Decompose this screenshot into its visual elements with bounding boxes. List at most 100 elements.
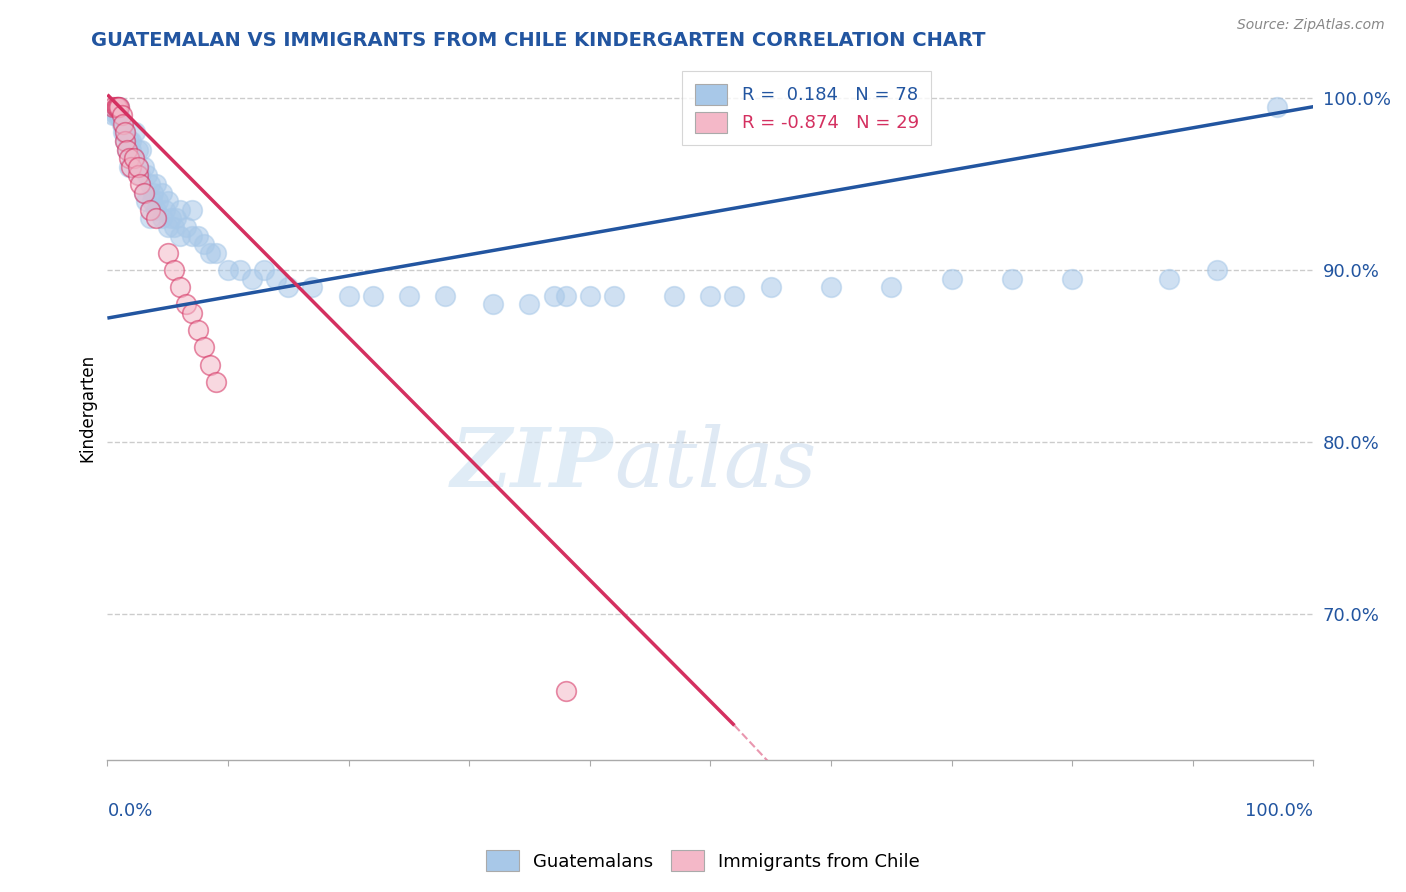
Point: [118, 151, 141, 165]
Point: [145, 177, 167, 191]
Text: 0.0%: 0.0%: [107, 802, 153, 820]
Point: [138, 211, 160, 226]
Point: [114, 126, 136, 140]
Point: [169, 228, 191, 243]
Point: [114, 126, 136, 140]
Point: [135, 194, 157, 209]
Point: [105, 100, 128, 114]
Point: [142, 186, 165, 200]
Point: [156, 245, 179, 260]
Point: [127, 143, 149, 157]
Point: [104, 108, 127, 122]
Point: [820, 280, 842, 294]
Point: [121, 160, 143, 174]
Point: [107, 100, 129, 114]
Point: [699, 289, 721, 303]
Point: [127, 160, 149, 174]
Point: [165, 211, 187, 226]
Point: [723, 289, 745, 303]
Point: [114, 134, 136, 148]
Point: [129, 177, 152, 191]
Point: [156, 194, 179, 209]
Point: [253, 263, 276, 277]
Point: [603, 289, 626, 303]
Point: [169, 280, 191, 294]
Point: [118, 134, 141, 148]
Point: [163, 263, 186, 277]
Point: [150, 211, 173, 226]
Point: [112, 126, 135, 140]
Point: [554, 684, 576, 698]
Point: [198, 245, 221, 260]
Point: [111, 108, 134, 122]
Point: [217, 263, 239, 277]
Point: [301, 280, 323, 294]
Point: [103, 108, 125, 122]
Point: [1205, 263, 1227, 277]
Legend: Guatemalans, Immigrants from Chile: Guatemalans, Immigrants from Chile: [479, 843, 927, 879]
Point: [337, 289, 360, 303]
Point: [662, 289, 685, 303]
Point: [127, 169, 149, 183]
Point: [156, 219, 179, 234]
Text: GUATEMALAN VS IMMIGRANTS FROM CHILE KINDERGARTEN CORRELATION CHART: GUATEMALAN VS IMMIGRANTS FROM CHILE KIND…: [91, 31, 986, 50]
Point: [180, 228, 202, 243]
Point: [1062, 271, 1084, 285]
Point: [145, 211, 167, 226]
Text: atlas: atlas: [614, 424, 817, 504]
Point: [129, 143, 152, 157]
Point: [108, 100, 131, 114]
Point: [174, 219, 197, 234]
Point: [103, 100, 125, 114]
Legend: R =  0.184   N = 78, R = -0.874   N = 29: R = 0.184 N = 78, R = -0.874 N = 29: [682, 71, 931, 145]
Point: [146, 194, 169, 209]
Point: [132, 186, 155, 200]
Point: [1157, 271, 1180, 285]
Point: [112, 117, 135, 131]
Point: [759, 280, 782, 294]
Point: [240, 271, 263, 285]
Point: [205, 375, 228, 389]
Point: [277, 280, 299, 294]
Point: [160, 211, 183, 226]
Point: [1001, 271, 1024, 285]
Point: [1265, 100, 1288, 114]
Point: [180, 202, 202, 217]
Point: [118, 160, 141, 174]
Point: [198, 358, 221, 372]
Text: ZIP: ZIP: [451, 424, 614, 504]
Point: [264, 271, 287, 285]
Point: [398, 289, 420, 303]
Point: [155, 202, 177, 217]
Point: [145, 202, 167, 217]
Point: [578, 289, 600, 303]
Point: [361, 289, 384, 303]
Point: [104, 100, 127, 114]
Point: [554, 289, 576, 303]
Point: [138, 202, 160, 217]
Point: [880, 280, 903, 294]
Point: [129, 169, 152, 183]
Point: [193, 237, 215, 252]
Point: [141, 194, 163, 209]
Point: [105, 100, 128, 114]
Point: [111, 117, 134, 131]
Point: [180, 306, 202, 320]
Y-axis label: Kindergarten: Kindergarten: [79, 353, 96, 461]
Point: [122, 151, 145, 165]
Point: [121, 134, 143, 148]
Point: [132, 160, 155, 174]
Point: [108, 108, 131, 122]
Point: [163, 219, 186, 234]
Point: [138, 177, 160, 191]
Point: [132, 186, 155, 200]
Point: [193, 340, 215, 354]
Point: [482, 297, 505, 311]
Point: [169, 202, 191, 217]
Point: [107, 108, 129, 122]
Point: [108, 100, 131, 114]
Point: [124, 126, 146, 140]
Point: [114, 134, 136, 148]
Point: [136, 169, 159, 183]
Point: [174, 297, 197, 311]
